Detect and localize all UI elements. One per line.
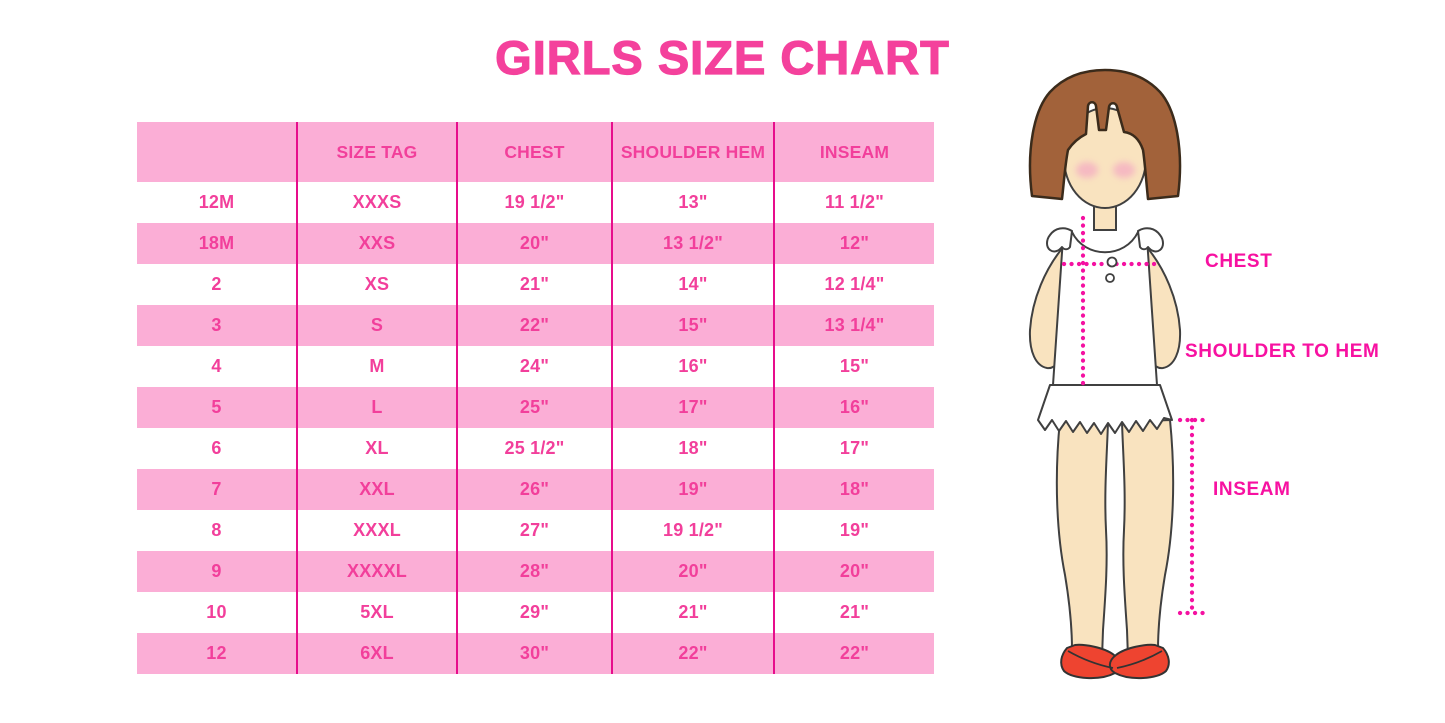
table-row: 12 6XL 30" 22" 22" xyxy=(137,633,934,674)
blush-right xyxy=(1113,162,1135,178)
table-cell: 12 1/4" xyxy=(824,274,885,294)
table-row: 4 M 24" 16" 15" xyxy=(137,346,934,387)
table-cell: 5XL xyxy=(298,592,458,633)
table-cell: XXXXL xyxy=(298,551,458,592)
inseam-label: INSEAM xyxy=(1213,479,1291,500)
table-cell: 27" xyxy=(458,510,613,551)
table-cell: 9 xyxy=(137,551,298,592)
table-cell: 22" xyxy=(458,305,613,346)
table-row: 5 L 25" 17" 16" xyxy=(137,387,934,428)
table-row: 6 XL 25 1/2" 18" 17" xyxy=(137,428,934,469)
table-cell: XXXL xyxy=(298,510,458,551)
table-cell: 19" xyxy=(839,520,870,540)
table-cell: S xyxy=(298,305,458,346)
table-cell: 12" xyxy=(839,233,870,253)
table-cell: 13" xyxy=(613,182,775,223)
table-cell: 24" xyxy=(458,346,613,387)
table-cell: 12M xyxy=(137,182,298,223)
blush-left xyxy=(1076,162,1098,178)
table-cell: 22" xyxy=(613,633,775,674)
table-cell: 6 xyxy=(137,428,298,469)
table-row: 10 5XL 29" 21" 21" xyxy=(137,592,934,633)
chest-label: CHEST xyxy=(1205,251,1273,272)
table-cell: XS xyxy=(298,264,458,305)
table-cell: 26" xyxy=(458,469,613,510)
shoe-strap-right xyxy=(1116,650,1163,669)
table-cell: 21" xyxy=(458,264,613,305)
table-cell: 13 1/4" xyxy=(824,315,885,335)
girl-top xyxy=(1052,230,1158,386)
top-button-2 xyxy=(1105,273,1115,283)
table-cell: 20" xyxy=(613,551,775,592)
table-cell: XXL xyxy=(298,469,458,510)
table-row: 7 XXL 26" 19" 18" xyxy=(137,469,934,510)
table-cell: 21" xyxy=(613,592,775,633)
header-cell xyxy=(137,122,298,182)
table-cell: 7 xyxy=(137,469,298,510)
table-cell: 12 xyxy=(137,633,298,674)
girl-illustration xyxy=(1028,68,1207,679)
table-cell: XL xyxy=(298,428,458,469)
table-cell: 18M xyxy=(137,223,298,264)
table-cell: 11 1/2" xyxy=(825,192,884,212)
girl-leg-left xyxy=(1055,418,1110,659)
table-cell: 10 xyxy=(137,592,298,633)
table-row: 8 XXXL 27" 19 1/2" 19" xyxy=(137,510,934,551)
table-cell: 18" xyxy=(839,479,870,499)
table-cell: 3 xyxy=(137,305,298,346)
table-cell: 2 xyxy=(137,264,298,305)
header-cell: SIZE TAG xyxy=(298,122,458,182)
table-cell: M xyxy=(298,346,458,387)
girl-skirt xyxy=(1037,384,1173,435)
table-cell: 18" xyxy=(613,428,775,469)
table-cell: XXXS xyxy=(298,182,458,223)
table-cell: 20" xyxy=(458,223,613,264)
table-cell: 25 1/2" xyxy=(458,428,613,469)
header-cell: INSEAM xyxy=(819,141,890,162)
table-cell: 4 xyxy=(137,346,298,387)
table-cell: 19 1/2" xyxy=(458,182,613,223)
table-row: 18M XXS 20" 13 1/2" 12" xyxy=(137,223,934,264)
header-cell: SHOULDER HEM xyxy=(613,122,775,182)
table-cell: 20" xyxy=(839,561,870,581)
table-row: 12M XXXS 19 1/2" 13" 11 1/2" xyxy=(137,182,934,223)
table-cell: 25" xyxy=(458,387,613,428)
table-cell: 6XL xyxy=(298,633,458,674)
header-cell: CHEST xyxy=(458,122,613,182)
table-cell: 8 xyxy=(137,510,298,551)
table-cell: 28" xyxy=(458,551,613,592)
table-row: 3 S 22" 15" 13 1/4" xyxy=(137,305,934,346)
table-cell: 5 xyxy=(137,387,298,428)
table-cell: 17" xyxy=(613,387,775,428)
table-row: 9 XXXXL 28" 20" 20" xyxy=(137,551,934,592)
table-row: 2 XS 21" 14" 12 1/4" xyxy=(137,264,934,305)
shoulder-to-hem-label: SHOULDER TO HEM xyxy=(1185,341,1380,362)
table-cell: 19" xyxy=(613,469,775,510)
top-button-1 xyxy=(1106,256,1118,268)
table-cell: 19 1/2" xyxy=(613,510,775,551)
girl-hair xyxy=(1028,68,1182,201)
table-header-row: SIZE TAG CHEST SHOULDER HEM INSEAM xyxy=(137,122,934,182)
shoulder-ruffle-right xyxy=(1137,227,1164,253)
table-cell: 17" xyxy=(839,438,870,458)
table-cell: L xyxy=(298,387,458,428)
shoe-strap-left xyxy=(1067,650,1114,669)
table-cell: 13 1/2" xyxy=(613,223,775,264)
table-cell: 21" xyxy=(839,602,870,622)
table-cell: XXS xyxy=(298,223,458,264)
table-cell: 22" xyxy=(839,643,870,663)
table-cell: 29" xyxy=(458,592,613,633)
table-cell: 15" xyxy=(613,305,775,346)
table-cell: 16" xyxy=(839,397,870,417)
table-cell: 30" xyxy=(458,633,613,674)
girl-leg-right xyxy=(1120,418,1175,659)
table-cell: 16" xyxy=(613,346,775,387)
shoulder-ruffle-left xyxy=(1046,227,1073,253)
table-cell: 15" xyxy=(839,356,870,376)
page-title: GIRLS SIZE CHART xyxy=(495,30,950,84)
size-table: SIZE TAG CHEST SHOULDER HEM INSEAM 12M XXXS 19… xyxy=(137,122,934,674)
table-cell: 14" xyxy=(613,264,775,305)
